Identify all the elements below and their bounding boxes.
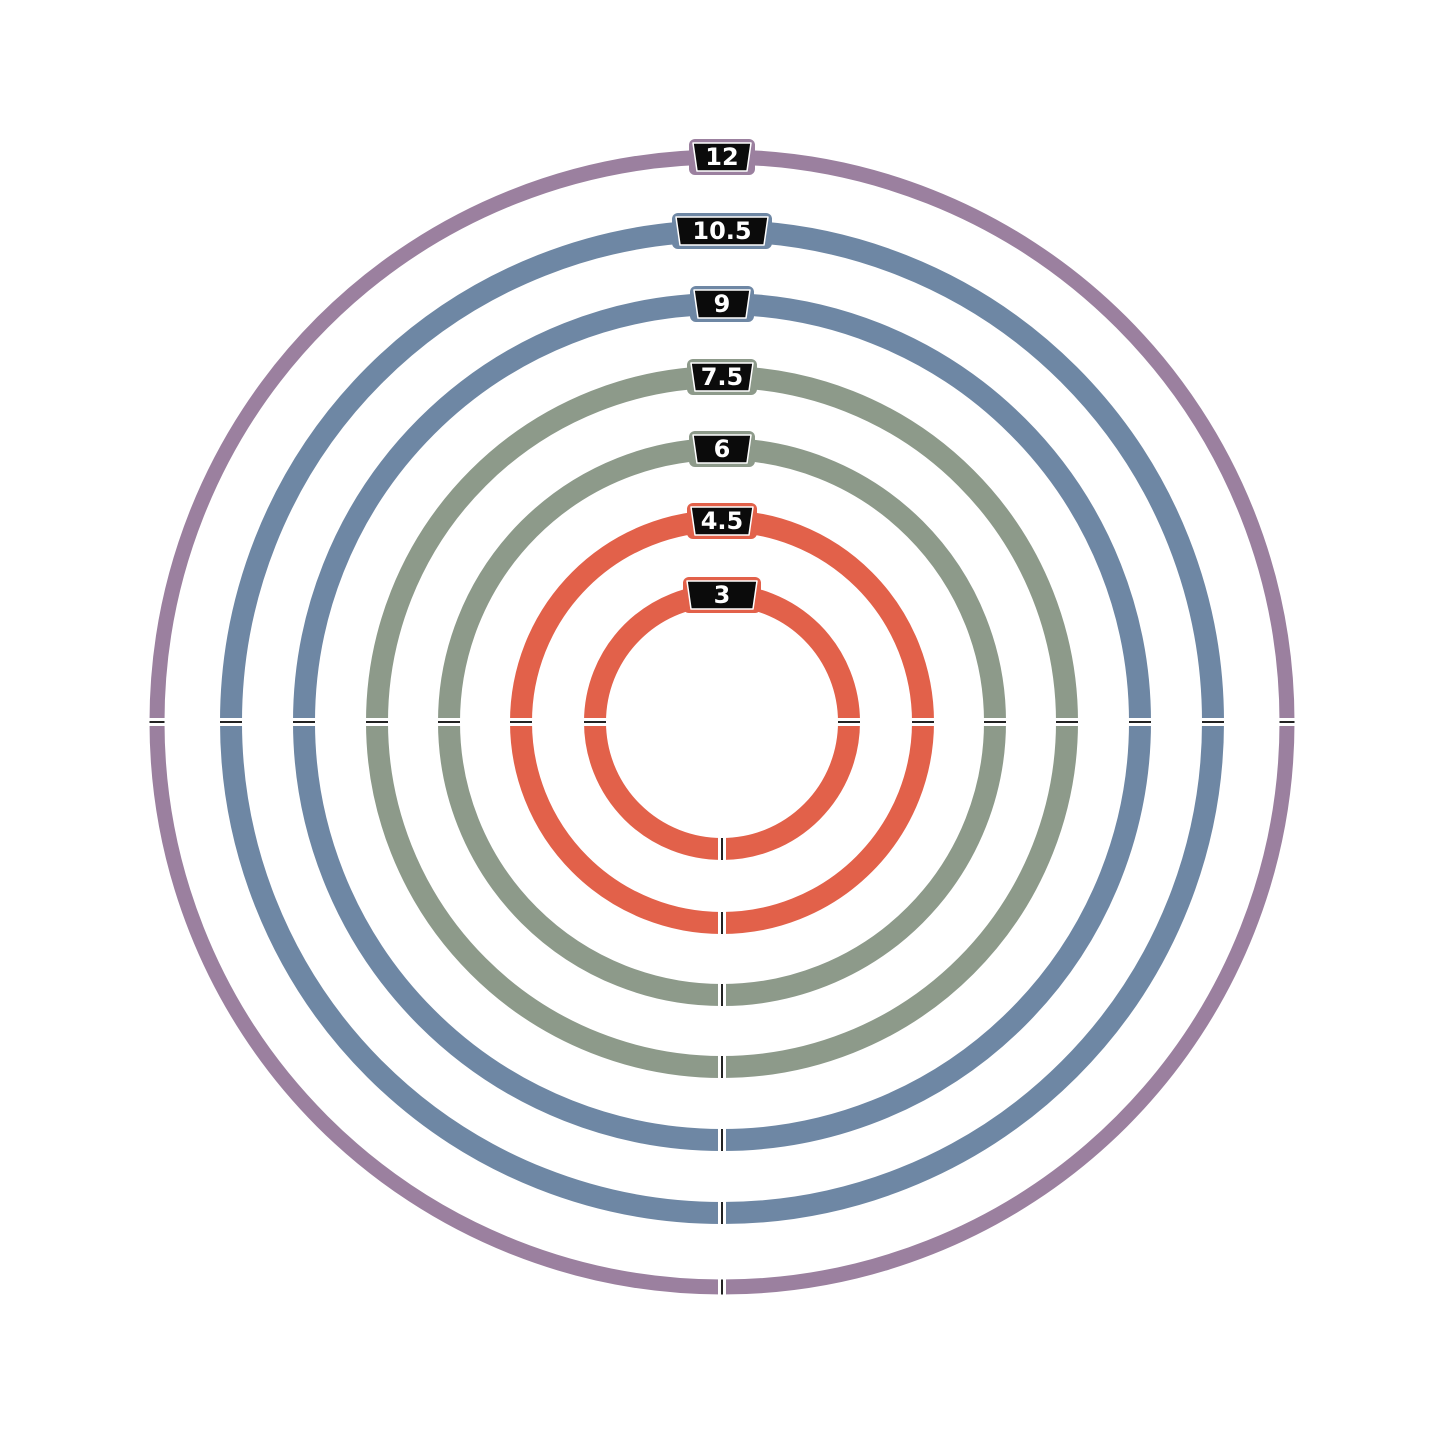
ring-band <box>293 293 1151 1151</box>
ring-band <box>584 584 860 860</box>
ring: 12 <box>148 139 1296 1296</box>
ring-label: 4.5 <box>701 507 744 535</box>
label-tab <box>690 506 754 536</box>
ring-band <box>149 149 1295 1295</box>
label-tab <box>690 362 754 392</box>
ring: 9 <box>292 286 1152 1152</box>
label-tab <box>693 289 751 319</box>
label-tab <box>686 580 758 610</box>
ring-band <box>366 366 1078 1078</box>
ring: 7.5 <box>365 359 1079 1079</box>
ring: 10.5 <box>219 213 1225 1225</box>
label-tab <box>692 142 752 172</box>
ring-label: 7.5 <box>701 363 744 391</box>
ring-label: 12 <box>705 143 738 171</box>
label-tab <box>692 434 752 464</box>
ring: 3 <box>583 577 861 861</box>
ring-label: 6 <box>714 435 731 463</box>
ring: 4.5 <box>509 503 935 935</box>
ring-label: 9 <box>714 290 731 318</box>
label-tab <box>675 216 769 246</box>
ring: 6 <box>437 431 1007 1007</box>
ring-label: 10.5 <box>692 217 751 245</box>
ring-label: 3 <box>714 581 731 609</box>
